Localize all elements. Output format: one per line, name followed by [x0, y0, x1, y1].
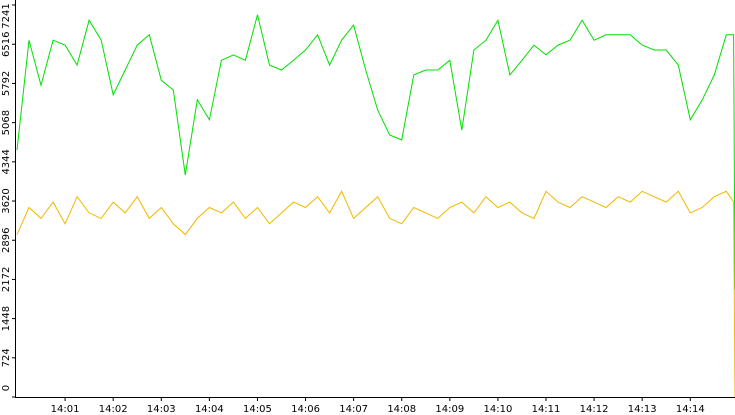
y-tick-label: 5792: [1, 71, 12, 96]
x-tick-label: 14:01: [51, 404, 80, 415]
x-tick-label: 14:13: [628, 404, 657, 415]
x-tick-label: 14:10: [483, 404, 512, 415]
series-line: [16, 190, 735, 398]
x-tick-label: 14:07: [339, 404, 368, 415]
y-tick-label: 2172: [1, 267, 12, 292]
y-tick-label: 1448: [1, 306, 12, 331]
y-tick-label: 6516: [1, 32, 12, 57]
x-tick-label: 14:05: [243, 404, 272, 415]
x-tick-label: 14:09: [435, 404, 464, 415]
x-tick-label: 14:03: [147, 404, 176, 415]
y-tick-label: 5068: [1, 110, 12, 135]
x-tick-label: 14:11: [532, 404, 561, 415]
y-tick-label: 0: [1, 385, 12, 391]
x-tick-label: 14:04: [195, 404, 224, 415]
series-line: [16, 14, 735, 290]
y-tick-label: 4344: [1, 149, 12, 174]
x-tick-label: 14:02: [99, 404, 128, 415]
x-tick-label: 14:14: [676, 404, 705, 415]
x-tick-label: 14:06: [291, 404, 320, 415]
y-tick-label: 724: [1, 348, 12, 367]
x-tick-label: 14:12: [580, 404, 609, 415]
y-tick-label: 7241: [1, 3, 12, 28]
y-tick-label: 3620: [1, 188, 12, 213]
y-tick-label: 2896: [1, 227, 12, 252]
x-tick-label: 14:08: [387, 404, 416, 415]
